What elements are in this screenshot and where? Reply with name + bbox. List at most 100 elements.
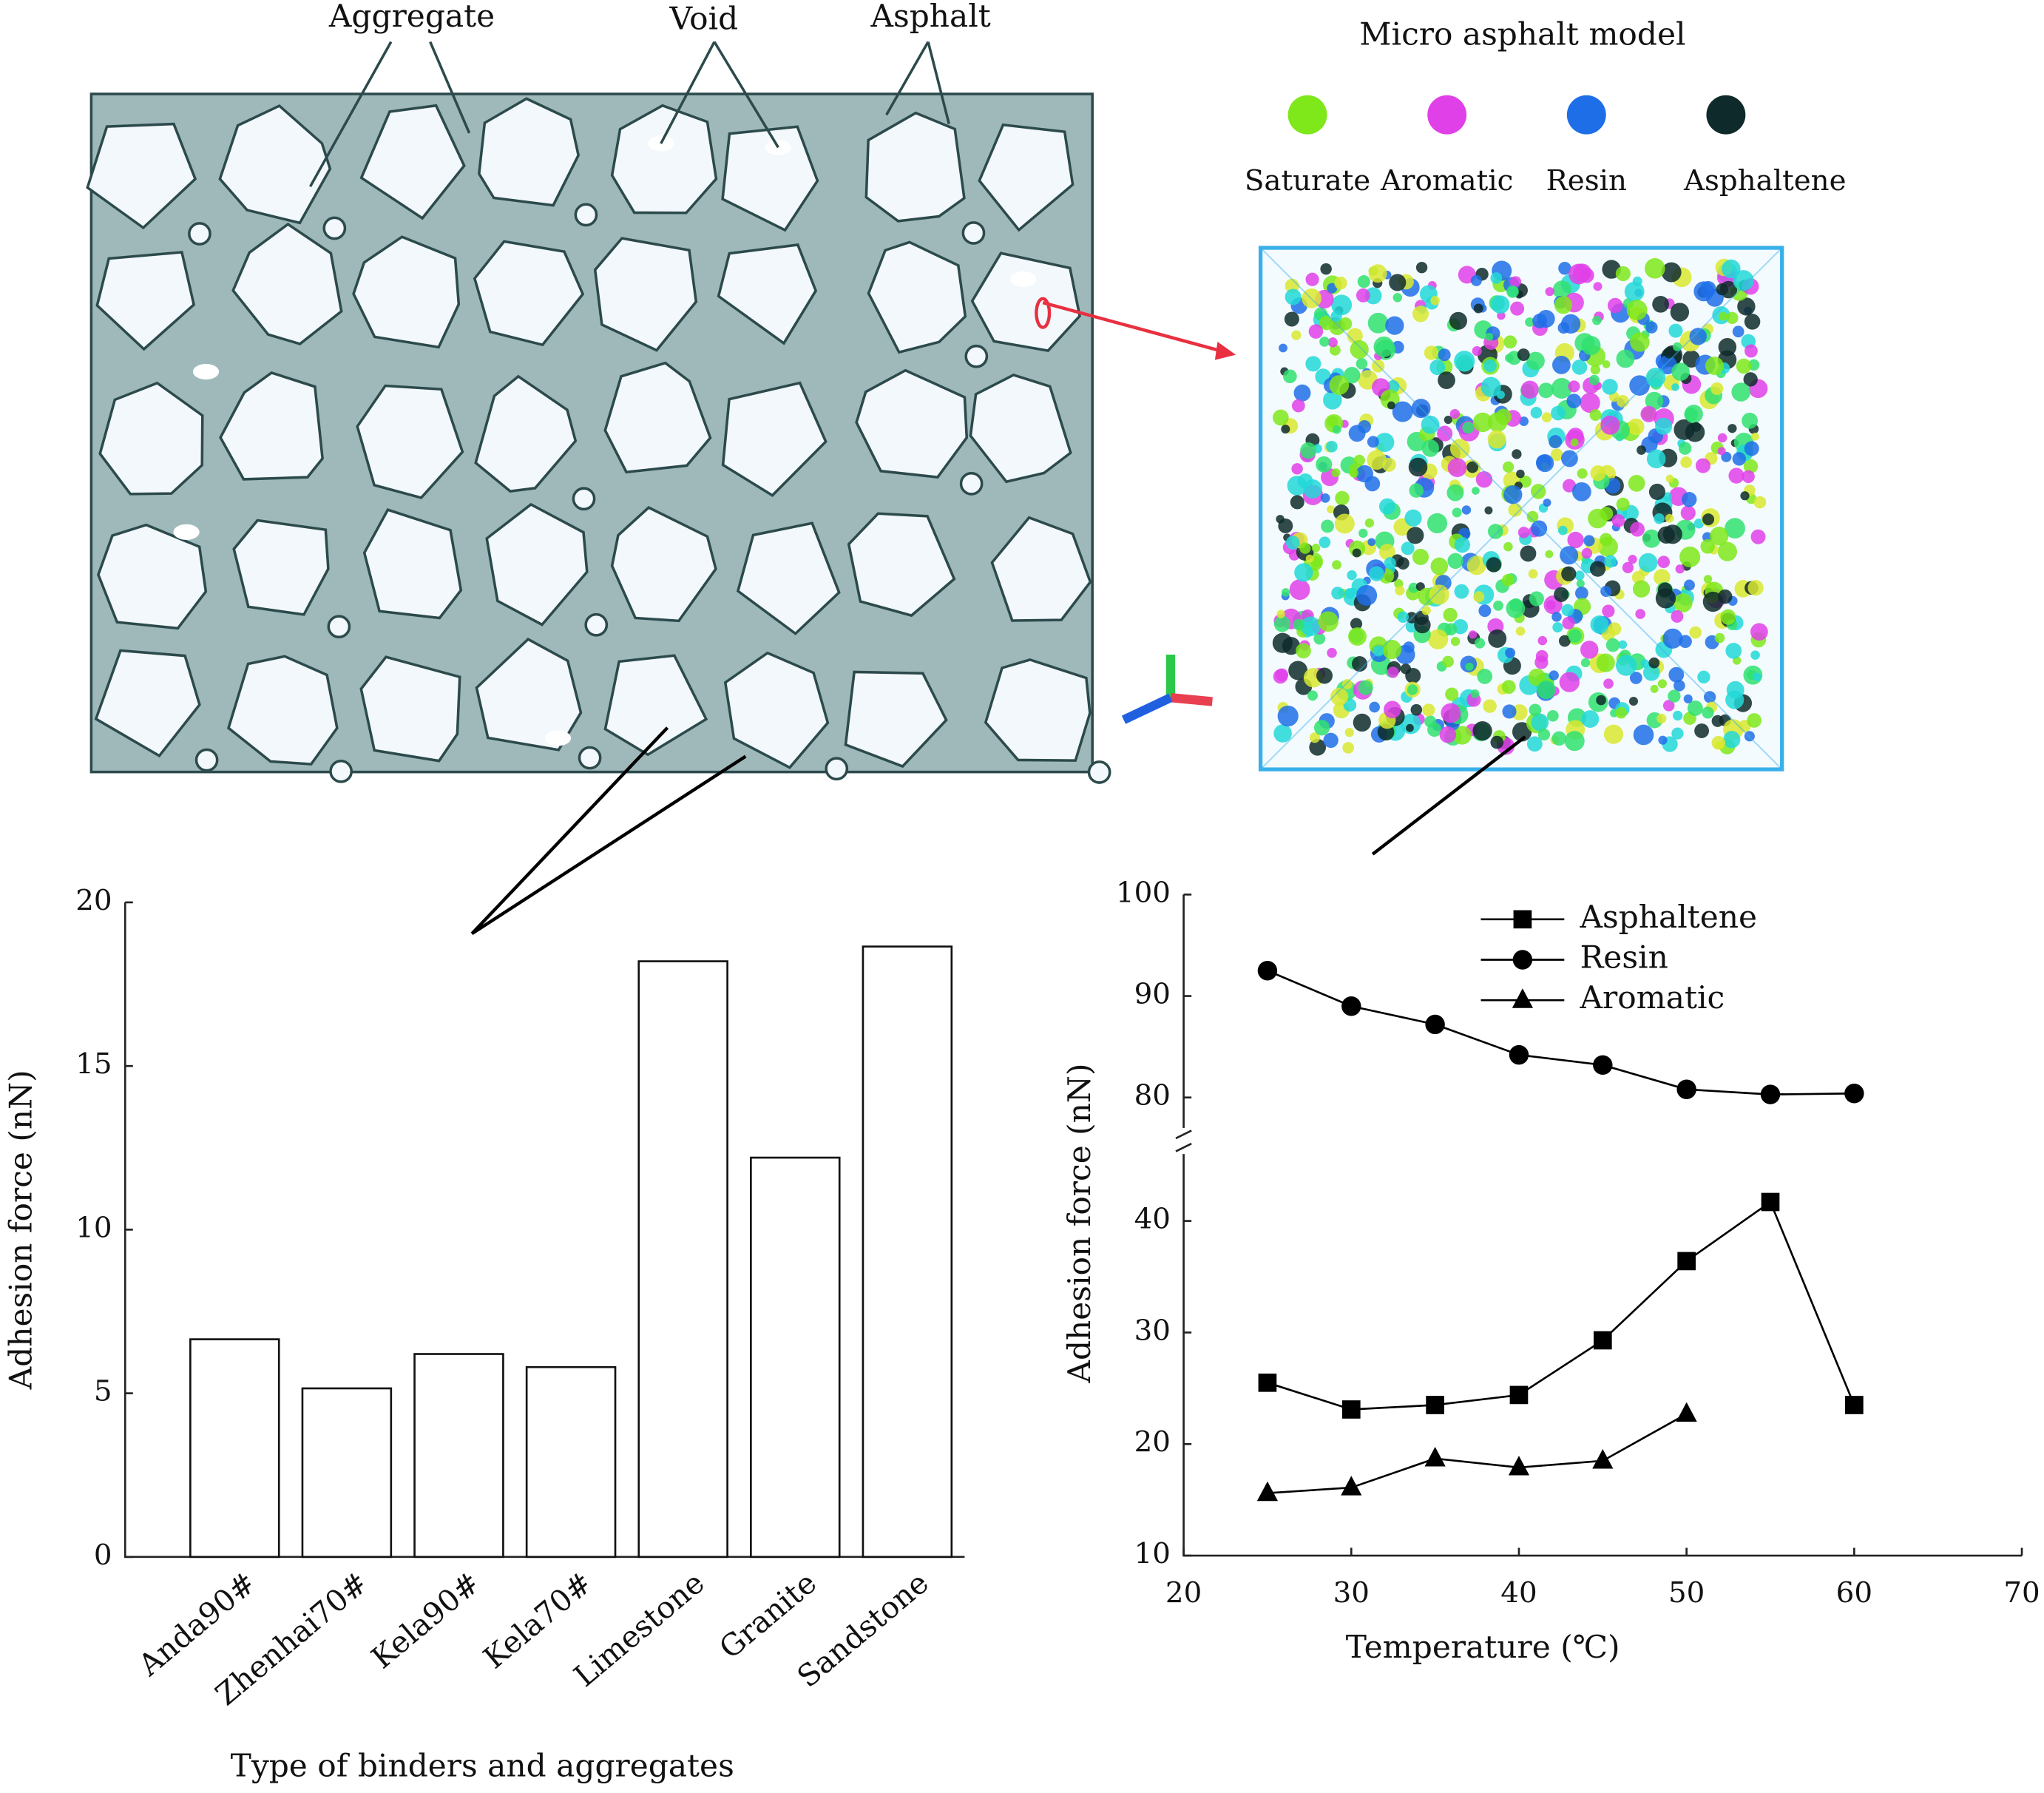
arrow-head xyxy=(1214,341,1236,360)
molecule xyxy=(1657,526,1676,544)
molecule xyxy=(1532,313,1548,328)
molecule xyxy=(1580,658,1591,668)
molecule xyxy=(1733,270,1754,291)
molecule xyxy=(1381,639,1402,660)
molecule xyxy=(1727,424,1737,433)
molecule xyxy=(1645,368,1666,388)
molecule xyxy=(1552,280,1571,300)
molecule xyxy=(1430,296,1440,305)
molecule xyxy=(1742,412,1758,429)
component-marker xyxy=(1427,95,1467,135)
molecule xyxy=(1503,485,1523,504)
molecule xyxy=(1629,375,1650,396)
small-aggregate xyxy=(188,222,211,246)
molecule xyxy=(1516,469,1525,479)
label: Asphalt xyxy=(870,0,990,34)
molecule xyxy=(1505,647,1516,658)
aggregate xyxy=(352,235,461,349)
molecule xyxy=(1695,458,1711,473)
molecule xyxy=(1364,287,1382,305)
molecule xyxy=(1744,441,1759,456)
small-aggregate xyxy=(964,344,989,368)
line xyxy=(1267,1200,1855,1411)
molecule xyxy=(1635,609,1645,619)
aggregate xyxy=(603,361,712,474)
molecule xyxy=(1335,490,1350,506)
molecule xyxy=(1313,720,1330,736)
component-label: Resin xyxy=(1546,164,1627,197)
bar xyxy=(637,960,728,1559)
molecule xyxy=(1710,382,1724,395)
molecule xyxy=(1590,465,1606,482)
molecule xyxy=(1661,262,1682,283)
molecule xyxy=(1427,629,1449,649)
x-tick-label: 60 xyxy=(1836,1576,1872,1610)
aggregate xyxy=(603,654,708,757)
molecule xyxy=(1327,337,1338,348)
molecule xyxy=(1329,318,1346,336)
molecule xyxy=(1562,616,1575,629)
marker xyxy=(1257,961,1278,981)
x-tick-label: 70 xyxy=(2003,1576,2040,1610)
molecule xyxy=(1616,497,1630,511)
bar xyxy=(862,945,953,1559)
molecule xyxy=(1557,322,1570,334)
molecule xyxy=(1589,561,1606,577)
molecule xyxy=(1723,731,1741,749)
molecule xyxy=(1329,344,1341,356)
aggregate xyxy=(359,655,461,763)
molecule xyxy=(1509,276,1522,288)
molecule xyxy=(1593,282,1603,291)
molecular-model xyxy=(1258,246,1784,771)
aggregate xyxy=(477,97,580,207)
molecule xyxy=(1615,706,1628,719)
y-tick-label: 100 xyxy=(1116,876,1171,909)
molecule xyxy=(1438,371,1455,389)
molecule xyxy=(1664,348,1675,359)
molecule xyxy=(1608,622,1622,636)
molecule xyxy=(1596,695,1606,706)
molecule xyxy=(1680,505,1696,521)
molecule xyxy=(1668,666,1685,683)
axis-break xyxy=(1175,1130,1192,1152)
marker xyxy=(1592,1449,1614,1469)
molecule xyxy=(1561,566,1577,581)
molecule xyxy=(1350,618,1363,630)
molecule xyxy=(1503,335,1517,349)
aggregate xyxy=(610,104,718,215)
molecule xyxy=(1461,505,1472,515)
molecule xyxy=(1387,401,1395,410)
molecule xyxy=(1626,300,1648,321)
molecule xyxy=(1744,314,1761,330)
molecule xyxy=(1308,324,1324,339)
molecule xyxy=(1313,632,1326,645)
marker xyxy=(1426,1396,1444,1414)
molecule xyxy=(1480,377,1501,397)
molecule xyxy=(1680,456,1692,468)
molecule xyxy=(1656,713,1667,724)
molecule xyxy=(1599,507,1614,521)
aggregate xyxy=(847,512,956,618)
molecule xyxy=(1615,655,1637,676)
axes-icon xyxy=(1121,655,1213,724)
marker xyxy=(1508,1456,1530,1476)
molecule xyxy=(1581,336,1601,356)
molecule xyxy=(1653,569,1671,586)
component-marker xyxy=(1287,95,1327,135)
molecule xyxy=(1356,465,1373,483)
molecule xyxy=(1657,556,1671,569)
molecule xyxy=(1444,415,1452,425)
molecule xyxy=(1743,459,1759,474)
molecule xyxy=(1284,311,1299,327)
molecule xyxy=(1529,591,1544,607)
void xyxy=(648,135,674,152)
molecule xyxy=(1279,343,1287,353)
aggregate xyxy=(984,658,1092,762)
molecule xyxy=(1395,585,1405,595)
molecule xyxy=(1558,261,1571,275)
molecule xyxy=(1407,527,1424,544)
molecule xyxy=(1702,513,1715,526)
molecule xyxy=(1424,345,1439,360)
molecule xyxy=(1375,433,1395,452)
